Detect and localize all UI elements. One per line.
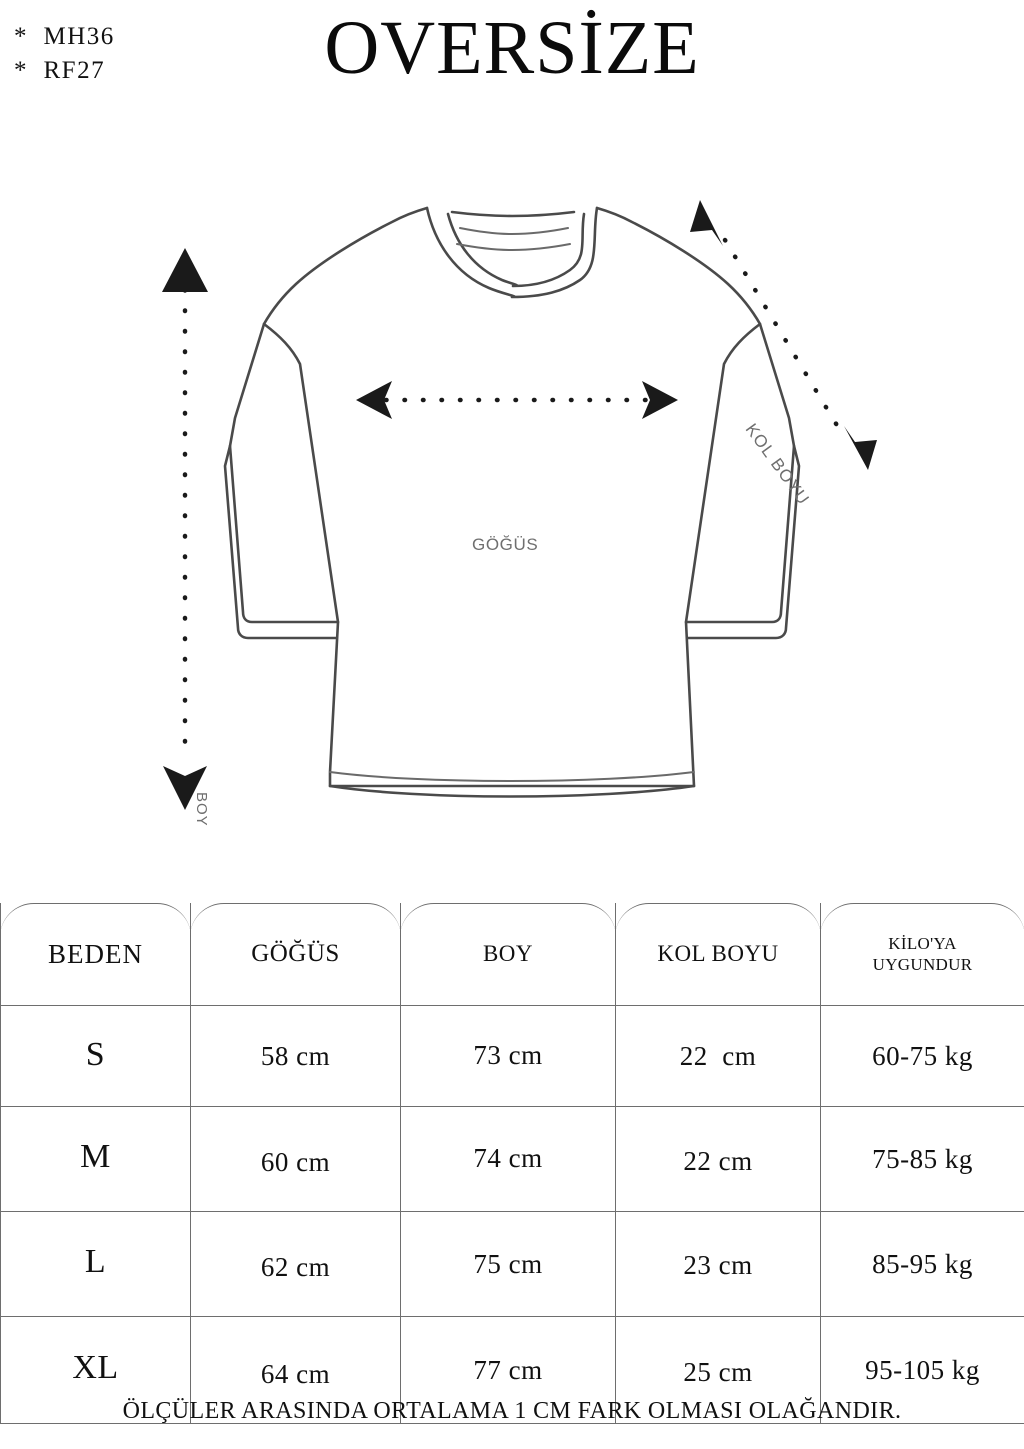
chest-arrowhead-right <box>642 381 678 419</box>
product-codes: * MH36 * RF27 <box>14 20 115 88</box>
size-table-body: S 58 cm 73 cm 22 cm 60-75 kg M 60 cm 74 … <box>0 1005 1024 1424</box>
kilo-header-line-2: UYGUNDUR <box>872 955 973 974</box>
cell-gogus: 58 cm <box>190 1005 401 1107</box>
cell-size: S <box>0 1005 191 1107</box>
cell-size: L <box>0 1211 191 1317</box>
cell-boy: 73 cm <box>400 1005 616 1107</box>
chest-arrowhead-left <box>356 381 392 419</box>
table-row: L 62 cm 75 cm 23 cm 85-95 kg <box>0 1211 1024 1317</box>
size-table-head: BEDEN GÖĞÜS BOY KOL BOYU KİLO'YA UYGUNDU… <box>0 903 1024 1006</box>
col-header-kilo-uygundur: KİLO'YA UYGUNDUR <box>820 903 1024 1006</box>
length-measure-arrow <box>162 248 208 810</box>
table-row: M 60 cm 74 cm 22 cm 75-85 kg <box>0 1106 1024 1212</box>
col-header-boy: BOY <box>400 903 617 1006</box>
tshirt-svg <box>162 200 877 810</box>
cell-gogus: 64 cm <box>190 1316 401 1424</box>
page-title: OVERSİZE <box>324 6 700 90</box>
cell-kilo: 75-85 kg <box>820 1106 1024 1212</box>
header-row: BEDEN GÖĞÜS BOY KOL BOYU KİLO'YA UYGUNDU… <box>0 903 1024 1006</box>
chest-label: GÖĞÜS <box>472 535 539 554</box>
cell-boy: 77 cm <box>400 1316 616 1424</box>
length-arrowhead-bottom <box>163 766 207 810</box>
cell-kilo: 85-95 kg <box>820 1211 1024 1317</box>
cell-kol-boyu: 22 cm <box>615 1106 821 1212</box>
cell-boy: 74 cm <box>400 1106 616 1212</box>
size-table: BEDEN GÖĞÜS BOY KOL BOYU KİLO'YA UYGUNDU… <box>0 903 1024 1424</box>
cell-size: XL <box>0 1316 191 1424</box>
chest-measure-arrow <box>356 381 678 419</box>
kilo-header-line-1: KİLO'YA <box>888 934 957 953</box>
sleeve-measure-arrow <box>690 200 877 470</box>
footer-note: ÖLÇÜLER ARASINDA ORTALAMA 1 CM FARK OLMA… <box>122 1398 902 1424</box>
cell-size: M <box>0 1106 191 1212</box>
tshirt-diagram: GÖĞÜS KOL BOYU BOY <box>0 170 1024 870</box>
cell-kilo: 60-75 kg <box>820 1005 1024 1107</box>
table-row: S 58 cm 73 cm 22 cm 60-75 kg <box>0 1005 1024 1107</box>
col-header-kol-boyu: KOL BOYU <box>615 903 822 1006</box>
length-label: BOY <box>193 792 210 827</box>
col-header-gogus: GÖĞÜS <box>190 903 402 1006</box>
cell-kol-boyu: 25 cm <box>615 1316 821 1424</box>
col-header-beden: BEDEN <box>0 903 192 1006</box>
size-table-wrapper: BEDEN GÖĞÜS BOY KOL BOYU KİLO'YA UYGUNDU… <box>0 903 1024 1424</box>
product-code-2: * RF27 <box>14 57 106 84</box>
sleeve-dotted-line <box>722 237 844 435</box>
cell-kol-boyu: 22 cm <box>615 1005 821 1107</box>
cell-kilo: 95-105 kg <box>820 1316 1024 1424</box>
length-arrowhead-top <box>162 248 208 292</box>
cell-boy: 75 cm <box>400 1211 616 1317</box>
product-code-1: * MH36 <box>14 23 115 50</box>
sleeve-arrowhead-bottom <box>844 426 877 470</box>
cell-gogus: 62 cm <box>190 1211 401 1317</box>
tshirt-outline <box>223 206 801 798</box>
table-row: XL 64 cm 77 cm 25 cm 95-105 kg <box>0 1316 1024 1424</box>
cell-gogus: 60 cm <box>190 1106 401 1212</box>
sleeve-arrowhead-top <box>690 200 723 246</box>
cell-kol-boyu: 23 cm <box>615 1211 821 1317</box>
